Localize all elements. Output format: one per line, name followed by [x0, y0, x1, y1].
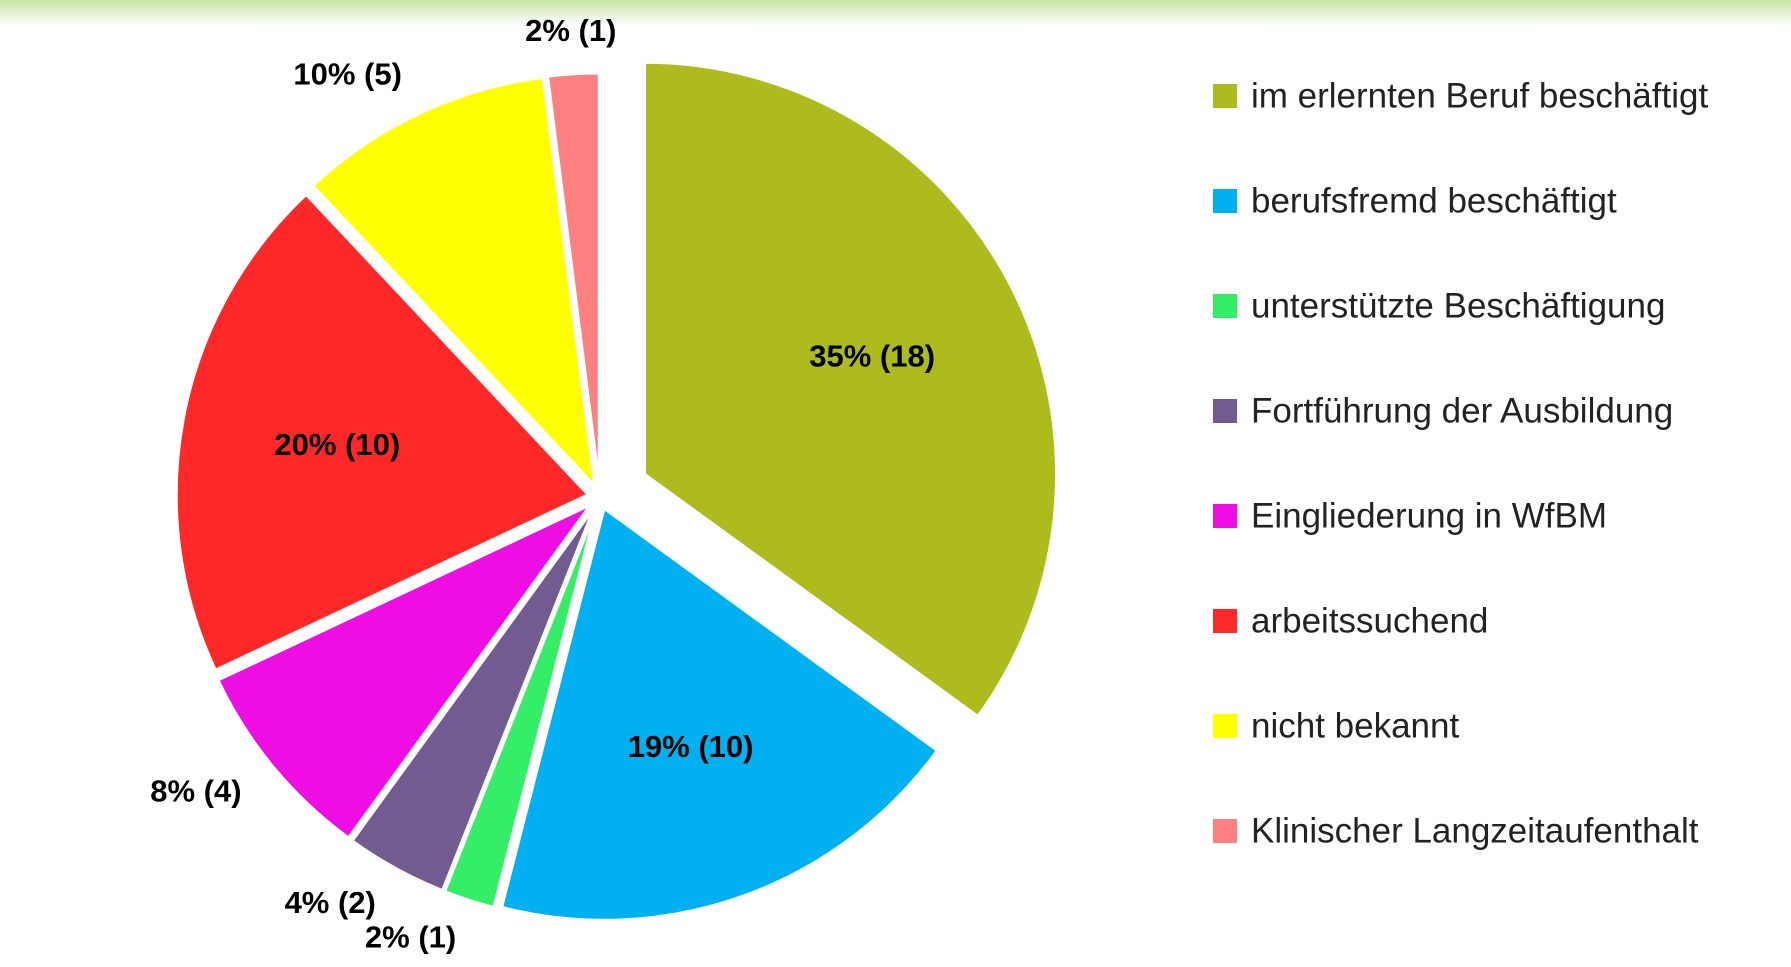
legend-swatch	[1213, 84, 1237, 108]
legend-swatch	[1213, 294, 1237, 318]
data-label: 4% (2)	[285, 885, 376, 920]
pie-slice	[499, 505, 940, 922]
data-label: 19% (10)	[628, 729, 754, 764]
pie-slice	[442, 507, 598, 910]
legend-swatch	[1213, 609, 1237, 633]
data-label: 2% (1)	[525, 13, 616, 48]
data-label: 8% (4)	[150, 774, 241, 809]
legend-swatch	[1213, 189, 1237, 213]
data-label: 2% (1)	[365, 920, 456, 955]
legend-label: unterstützte Beschäftigung	[1251, 286, 1665, 325]
data-label: 10% (5)	[293, 56, 402, 91]
legend-label: im erlernten Beruf beschäftigt	[1251, 76, 1708, 115]
pie-slice	[545, 71, 601, 486]
legend-swatch	[1213, 819, 1237, 843]
legend-swatch	[1213, 399, 1237, 423]
legend-label: arbeitssuchend	[1251, 601, 1488, 640]
data-label: 35% (18)	[809, 339, 935, 374]
legend-label: berufsfremd beschäftigt	[1251, 181, 1617, 220]
pie-slice	[349, 506, 596, 893]
legend-label: Klinischer Langzeitaufenthalt	[1251, 811, 1699, 850]
header-bar	[0, 0, 1791, 26]
pie-slice	[174, 192, 591, 673]
pie-slice	[310, 75, 597, 491]
data-label: 20% (10)	[274, 427, 400, 462]
pie-slice	[643, 60, 1058, 719]
legend-swatch	[1213, 504, 1237, 528]
legend-label: Eingliederung in WfBM	[1251, 496, 1607, 535]
legend-label: nicht bekannt	[1251, 706, 1459, 745]
legend-swatch	[1213, 714, 1237, 738]
pie-slice	[215, 503, 592, 841]
legend-label: Fortführung der Ausbildung	[1251, 391, 1673, 430]
